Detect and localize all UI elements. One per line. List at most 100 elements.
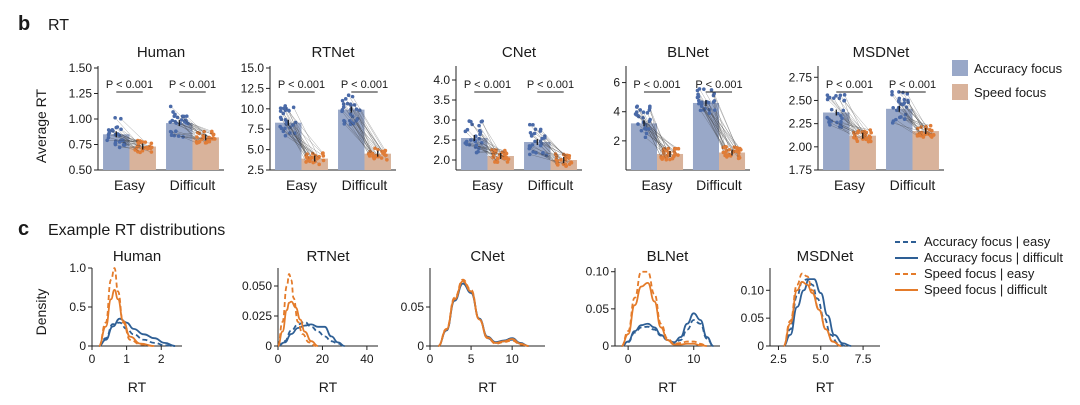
subject-pair-line (281, 128, 319, 158)
y-tick-label: 0.05 (586, 302, 610, 316)
panel-b-letter: b (18, 13, 30, 35)
subject-dot-accuracy (477, 123, 481, 128)
density-line-accuracy-focus-difficult (783, 278, 852, 347)
subject-dot-accuracy (174, 121, 179, 125)
subject-dot-accuracy (827, 95, 832, 100)
y-tick-label: 4 (613, 105, 620, 119)
y-tick-label: 7.5 (247, 122, 264, 136)
subject-dot-accuracy (116, 132, 120, 136)
subject-dot-accuracy (699, 104, 704, 109)
subject-dot-accuracy (841, 108, 846, 113)
subject-dot-speed (202, 129, 206, 134)
subject-pair-line (359, 110, 385, 152)
subject-pair-line (844, 94, 865, 137)
subject-dot-accuracy (467, 143, 472, 147)
subject-pair-line (289, 132, 324, 157)
subject-pair-line (698, 96, 735, 148)
subject-pair-line (697, 90, 735, 152)
density-panel-blnet: BLNet 0 0.05 0.10 0 10 RT (586, 248, 720, 395)
subject-pair-line (170, 106, 204, 138)
subject-pair-line (286, 124, 307, 163)
subject-dot-accuracy (121, 138, 125, 142)
subject-pair-line (904, 118, 922, 133)
subject-dot-accuracy (106, 132, 111, 137)
y-tick-label: 4.0 (433, 73, 450, 87)
subject-dot-accuracy (172, 133, 177, 138)
subject-dot-accuracy (842, 98, 847, 103)
subject-dot-accuracy (479, 119, 484, 124)
subject-pair-line (171, 132, 197, 144)
p-value-annotation: P < 0.001 (527, 79, 574, 91)
subject-dot-speed (495, 156, 500, 161)
subject-dot-accuracy (117, 145, 122, 150)
density-line-accuracy-focus-easy (621, 319, 714, 347)
y-tick-label: 0.10 (586, 265, 610, 279)
subject-dot-speed (734, 149, 739, 153)
subject-dot-speed (367, 152, 372, 157)
subject-pair-line (108, 137, 151, 149)
subject-pair-line (350, 109, 375, 158)
subject-pair-line (544, 137, 568, 158)
subject-dot-accuracy (837, 96, 842, 101)
p-value-annotation: P < 0.001 (169, 79, 216, 91)
subject-pair-line (284, 105, 312, 158)
subject-dot-accuracy (904, 105, 909, 109)
subject-dot-speed (868, 138, 872, 143)
subject-pair-line (907, 100, 922, 128)
subject-pair-line (532, 124, 556, 155)
subject-pair-line (286, 122, 308, 155)
subject-dot-accuracy (712, 108, 717, 112)
subject-pair-line (835, 95, 871, 141)
panel-c-ylabel: Density (33, 289, 49, 336)
subject-dot-speed (495, 160, 500, 164)
subject-dot-speed (208, 136, 212, 140)
subject-pair-line (649, 106, 663, 160)
subject-dot-accuracy (106, 135, 111, 140)
subject-dot-speed (864, 136, 869, 141)
subject-dot-accuracy (281, 106, 286, 111)
subject-dot-accuracy (478, 132, 482, 137)
subject-dot-accuracy (538, 139, 543, 144)
subject-dot-accuracy (346, 93, 351, 98)
subject-pair-line (893, 120, 918, 137)
subject-dot-speed (736, 156, 741, 161)
y-tick-label: 2 (613, 134, 620, 148)
subject-pair-line (284, 128, 309, 161)
subject-dot-accuracy (175, 115, 180, 120)
subject-dot-speed (928, 123, 933, 128)
subject-dot-accuracy (901, 90, 905, 95)
subject-dot-speed (371, 154, 376, 159)
subject-dot-speed (210, 129, 214, 134)
subject-pair-line (470, 121, 498, 163)
subject-pair-line (481, 121, 505, 159)
subject-dot-accuracy (291, 105, 296, 110)
subject-dot-accuracy (168, 129, 173, 134)
subject-dot-accuracy (176, 134, 181, 138)
subject-dot-speed (493, 148, 498, 152)
subject-pair-line (183, 116, 212, 139)
subject-dot-speed (381, 151, 385, 155)
subject-pair-line (706, 102, 727, 151)
subject-pair-line (829, 97, 859, 133)
subject-dot-speed (852, 132, 857, 137)
subject-pair-line (891, 91, 920, 134)
subject-dot-accuracy (352, 103, 357, 107)
x-tick-label: 0 (625, 352, 632, 366)
x-axis-label: RT (658, 379, 677, 395)
density-panel-rtnet: RTNet 0 0.025 0.050 0 20 40 RT (242, 248, 378, 395)
subject-dot-accuracy (347, 119, 352, 123)
y-tick-label: 0.75 (69, 138, 93, 152)
subject-pair-line (120, 129, 146, 148)
y-tick-label: 1.25 (69, 87, 93, 101)
subject-dot-speed (505, 160, 510, 164)
subject-dot-accuracy (288, 125, 292, 130)
subject-pair-line (478, 125, 496, 151)
subject-dot-accuracy (636, 122, 640, 126)
legend-c-label-acc-easy: Accuracy focus | easy (924, 234, 1051, 249)
subject-pair-line (841, 118, 864, 133)
subject-dot-speed (915, 126, 920, 131)
subject-dot-accuracy (707, 108, 711, 112)
subject-dot-accuracy (281, 111, 286, 116)
subject-pair-line (636, 106, 662, 159)
subject-dot-accuracy (171, 110, 175, 114)
